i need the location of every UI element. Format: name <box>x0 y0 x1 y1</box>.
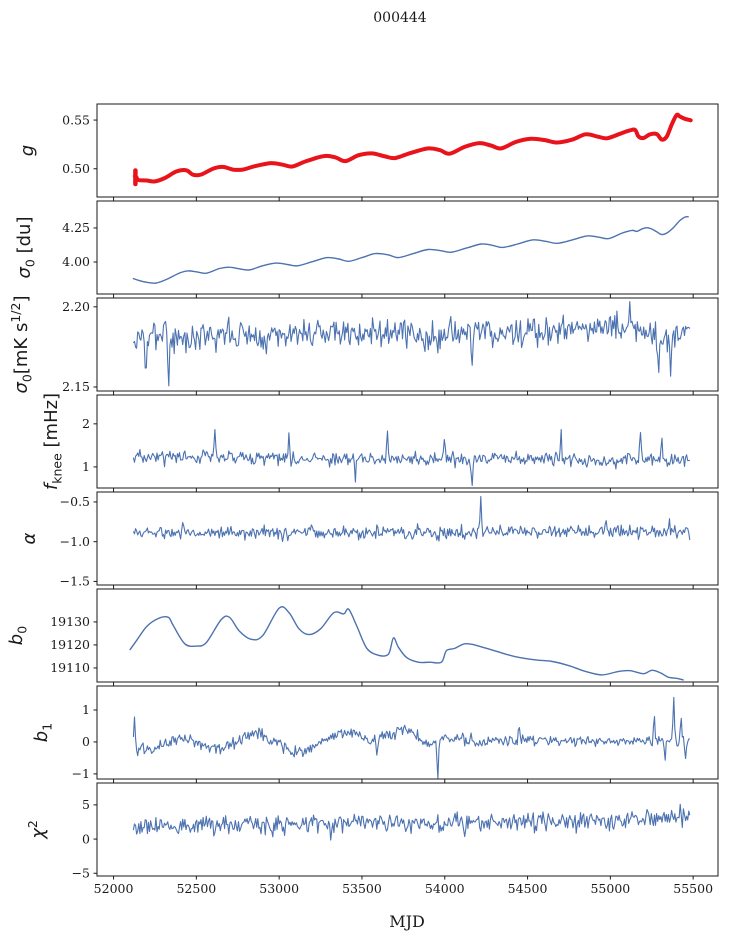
y-tick-label: −1.5 <box>60 574 90 589</box>
y-tick-label: 2.20 <box>62 299 90 314</box>
x-tick-label: 55000 <box>590 881 630 896</box>
subplots-group: 0.55 0.50 g 4.25 4.00 σ0 [du] 2.20 2.15 σ0[mK s1… <box>6 103 719 896</box>
line-g-data-red <box>134 112 693 184</box>
line-b0-line <box>129 606 684 681</box>
x-axis-ticks <box>113 391 694 395</box>
subplot-sigma0-du: 4.25 4.00 σ0 [du] <box>14 200 719 298</box>
y-tick-label: −1.0 <box>60 534 90 549</box>
x-tick-label: 52500 <box>176 881 216 896</box>
y-tick-label: 0 <box>82 831 90 846</box>
line-fknee-line <box>132 428 691 487</box>
x-axis-ticks <box>113 585 694 589</box>
y-tick-label: 4.25 <box>62 220 90 235</box>
axes-spines <box>96 103 719 198</box>
y-axis-label-sigma0-du: σ0 [du] <box>14 217 38 279</box>
series-alpha-line <box>132 495 691 543</box>
y-tick-label: 5 <box>82 797 90 812</box>
x-axis-ticks <box>113 779 694 783</box>
subplot-chi2: 5 0 −5 χ2 52000 52500 53000 53500 54000 54500 5500… <box>25 782 719 896</box>
subplot-sigma0-mks: 2.20 2.15 σ0[mK s1/2] <box>8 296 719 395</box>
x-axis-tick-labels: 52000 52500 53000 53500 54000 54500 55000 55500 <box>94 881 713 896</box>
line-sigma0-du-line <box>132 216 689 284</box>
y-tick-label: 2.15 <box>62 379 90 394</box>
y-axis-ticks: 19130 19120 19110 <box>50 614 97 675</box>
y-axis-ticks: 0.55 0.50 <box>62 112 97 176</box>
line-b1-line <box>132 696 690 779</box>
x-tick-label: 52000 <box>94 881 134 896</box>
y-axis-ticks: −0.5 −1.0 −1.5 <box>60 494 97 589</box>
line-alpha-line <box>132 495 691 543</box>
axes-spines <box>96 200 719 295</box>
y-tick-label: 0.55 <box>62 112 90 127</box>
y-axis-ticks: 1 0 −1 <box>72 702 97 781</box>
series-g-data-red <box>133 112 693 187</box>
y-axis-ticks: 2.20 2.15 <box>62 299 97 394</box>
series-sigma0-mks-line <box>132 301 691 387</box>
series-fknee-line <box>132 428 691 487</box>
y-tick-label: 0.50 <box>62 161 90 176</box>
series-b1-line <box>132 696 690 779</box>
axes-spines <box>96 588 719 683</box>
y-tick-label: 19120 <box>50 637 90 652</box>
y-axis-label-sigma0-mks: σ0[mK s1/2] <box>8 296 35 394</box>
subplot-b1: 1 0 −1 b1 <box>31 685 719 783</box>
series-chi2-line <box>132 803 691 841</box>
axes-spines <box>96 685 719 780</box>
y-tick-label: −1 <box>72 766 90 781</box>
y-axis-label-chi2: χ2 <box>25 820 49 840</box>
y-tick-label: −5 <box>72 865 90 880</box>
y-axis-label-alpha: α <box>19 532 40 544</box>
line-g-model-blue <box>132 113 678 183</box>
y-tick-label: 1 <box>82 702 90 717</box>
line-sigma0-mks-line <box>132 301 691 387</box>
x-tick-label: 54000 <box>425 881 465 896</box>
axes-spines <box>96 782 719 877</box>
y-axis-label-b1: b1 <box>31 723 55 742</box>
x-tick-label: 53500 <box>342 881 382 896</box>
chart-title: 000444 <box>373 10 427 26</box>
subplot-g: 0.55 0.50 g <box>17 103 719 201</box>
x-axis-ticks <box>113 488 694 492</box>
y-axis-ticks: 21 <box>82 416 97 474</box>
x-tick-label: 55500 <box>673 881 713 896</box>
y-tick-label: 0 <box>82 734 90 749</box>
subplot-alpha: −0.5 −1.0 −1.5 α <box>19 491 719 589</box>
x-axis-ticks <box>113 197 694 201</box>
y-axis-label-g: g <box>17 145 38 156</box>
y-axis-ticks: 5 0 −5 <box>72 797 97 880</box>
axes-spines <box>96 491 719 586</box>
series-sigma0-du-line <box>132 216 689 284</box>
y-axis-label-b0: b0 <box>6 626 30 645</box>
y-tick-label: 1 <box>82 459 90 474</box>
x-axis-ticks <box>113 682 694 686</box>
series-g-model-blue <box>132 113 678 183</box>
y-axis-label-fknee: fknee [mHz] <box>41 393 65 490</box>
x-axis-ticks <box>113 294 694 298</box>
axes-spines <box>96 297 719 392</box>
line-chi2-line <box>132 803 691 841</box>
series-b0-line <box>129 606 684 681</box>
y-tick-label: 19110 <box>50 660 90 675</box>
x-tick-label: 54500 <box>508 881 548 896</box>
x-tick-label: 53000 <box>259 881 299 896</box>
y-tick-label: 2 <box>82 416 90 431</box>
x-axis-ticks <box>113 876 694 880</box>
y-tick-label: −0.5 <box>60 494 90 509</box>
y-tick-label: 4.00 <box>62 254 90 269</box>
y-tick-label: 19130 <box>50 614 90 629</box>
y-axis-ticks: 4.25 4.00 <box>62 220 97 269</box>
x-axis-label: MJD <box>389 912 425 931</box>
axes-spines <box>96 394 719 489</box>
subplot-b0: 19130 19120 19110 b0 <box>6 588 719 686</box>
